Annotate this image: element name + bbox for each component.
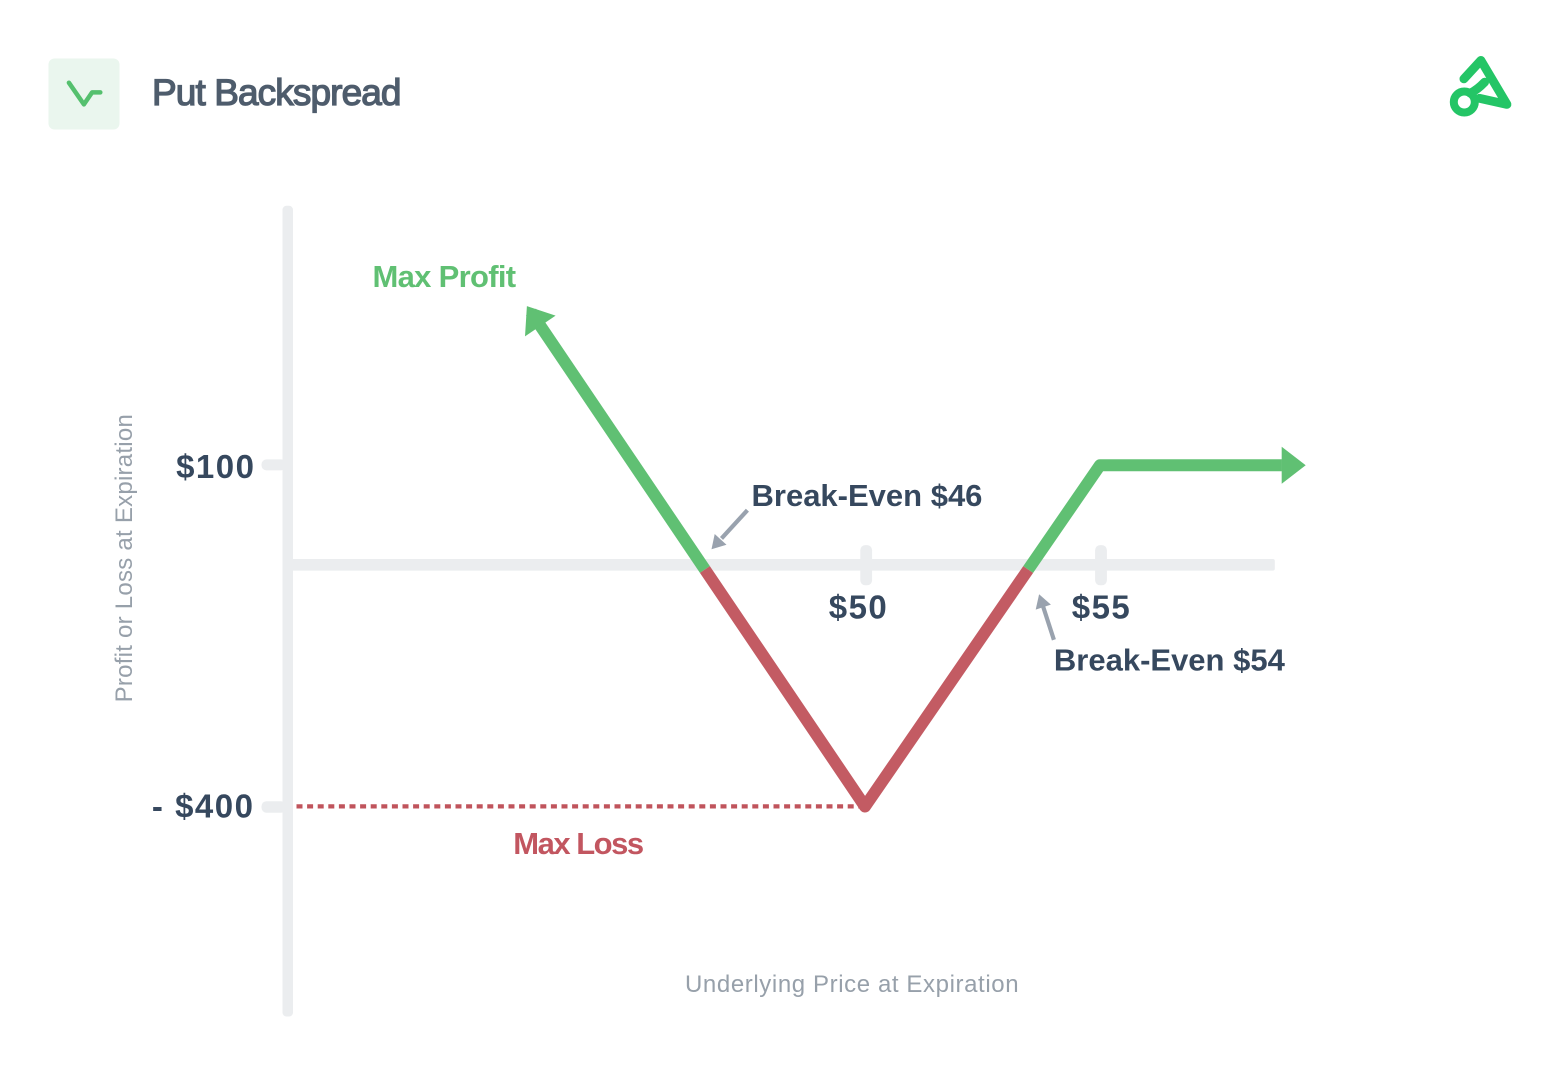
svg-text:- $400: - $400 <box>152 787 255 824</box>
svg-text:$55: $55 <box>1072 589 1132 626</box>
svg-text:Max Profit: Max Profit <box>373 259 516 294</box>
svg-text:Put Backspread: Put Backspread <box>152 72 401 113</box>
svg-text:$50: $50 <box>829 589 889 626</box>
svg-text:$100: $100 <box>176 448 255 485</box>
svg-text:Break-Even $46: Break-Even $46 <box>752 478 983 513</box>
svg-text:Underlying Price at Expiration: Underlying Price at Expiration <box>685 971 1019 998</box>
svg-text:Profit or Loss at Expiration: Profit or Loss at Expiration <box>111 414 138 702</box>
svg-text:Break-Even $54: Break-Even $54 <box>1054 643 1286 678</box>
svg-text:Max Loss: Max Loss <box>513 826 643 861</box>
